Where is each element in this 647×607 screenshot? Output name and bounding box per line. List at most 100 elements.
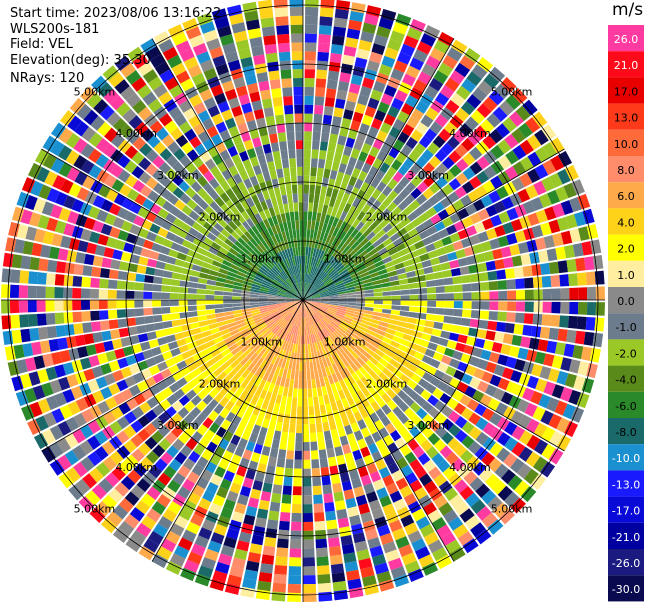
range-gate-cell [276, 547, 289, 558]
range-gate-cell [370, 89, 383, 101]
range-gate-cell [271, 312, 280, 318]
range-ring-label: 1.00km [324, 252, 366, 265]
range-gate-cell [527, 151, 542, 167]
range-gate-cell [351, 523, 364, 535]
range-gate-cell [289, 539, 302, 549]
range-gate-cell [497, 170, 511, 185]
range-gate-cell [287, 277, 294, 286]
range-gate-cell [510, 410, 524, 425]
range-gate-cell [303, 300, 309, 307]
range-gate-cell [227, 462, 239, 474]
range-gate-cell [419, 339, 430, 348]
range-gate-cell [309, 275, 314, 284]
range-gate-cell [225, 199, 236, 210]
range-gate-cell [283, 95, 293, 106]
range-gate-cell [86, 435, 101, 450]
range-gate-cell [489, 291, 499, 300]
range-gate-cell [187, 287, 197, 294]
range-gate-cell [211, 8, 228, 21]
range-gate-cell [322, 204, 329, 215]
range-gate-cell [231, 21, 246, 34]
range-gate-cell [180, 444, 193, 458]
range-gate-cell [304, 149, 311, 159]
range-gate-cell [198, 320, 209, 327]
range-gate-cell [243, 139, 254, 151]
range-gate-cell [27, 300, 37, 313]
range-gate-cell [144, 436, 158, 450]
range-gate-cell [327, 309, 337, 315]
range-gate-cell [188, 210, 200, 221]
range-gate-cell [506, 207, 519, 221]
range-gate-cell [249, 294, 259, 298]
range-gate-cell [329, 270, 338, 278]
range-gate-cell [169, 306, 180, 313]
range-gate-cell [198, 497, 212, 511]
range-gate-cell [114, 239, 126, 251]
range-gate-cell [300, 300, 303, 309]
range-gate-cell [303, 273, 305, 283]
range-gate-cell [325, 280, 334, 287]
range-gate-cell [269, 501, 281, 512]
range-gate-cell [290, 166, 297, 177]
range-gate-cell [325, 510, 337, 521]
range-gate-cell [378, 579, 395, 592]
range-gate-cell [474, 403, 487, 417]
colorbar-segment [608, 496, 644, 523]
range-gate-cell [278, 306, 287, 311]
range-gate-cell [91, 365, 104, 379]
range-gate-cell [211, 331, 222, 340]
range-gate-cell [296, 335, 300, 345]
range-gate-cell [300, 237, 303, 247]
range-gate-cell [105, 350, 117, 362]
range-gate-cell [227, 59, 241, 72]
range-gate-cell [134, 193, 147, 206]
range-gate-cell [329, 169, 338, 180]
range-gate-cell [174, 199, 186, 211]
range-gate-cell [461, 435, 475, 449]
range-gate-cell [433, 271, 444, 280]
range-gate-cell [197, 315, 208, 322]
range-gate-cell [320, 186, 328, 196]
range-gate-cell [321, 123, 331, 134]
range-gate-cell [287, 257, 293, 267]
range-gate-cell [267, 61, 279, 72]
range-gate-cell [27, 285, 37, 299]
range-gate-cell [321, 339, 327, 349]
range-gate-cell [403, 353, 414, 363]
range-gate-cell [481, 489, 497, 505]
range-gate-cell [46, 325, 58, 339]
range-gate-cell [489, 442, 504, 457]
range-gate-cell [18, 300, 28, 313]
range-gate-cell [325, 243, 332, 253]
range-gate-cell [560, 288, 570, 300]
range-gate-cell [257, 463, 267, 474]
range-gate-cell [317, 259, 324, 269]
range-gate-cell [206, 125, 219, 138]
range-gate-cell [205, 294, 215, 300]
range-gate-cell [381, 197, 393, 208]
range-gate-cell [269, 287, 279, 292]
range-gate-cell [323, 327, 331, 336]
range-gate-cell [277, 318, 286, 327]
range-ring-label: 5.00km [491, 85, 533, 98]
range-gate-cell [386, 482, 399, 495]
range-gate-cell [173, 354, 184, 364]
range-gate-cell [349, 362, 359, 372]
range-gate-cell [362, 278, 372, 284]
range-gate-cell [471, 64, 488, 80]
range-gate-cell [338, 324, 348, 332]
range-gate-cell [466, 336, 477, 346]
range-gate-cell [347, 294, 357, 298]
range-gate-cell [184, 174, 197, 187]
range-gate-cell [25, 226, 38, 241]
range-gate-cell [499, 508, 515, 525]
range-gate-cell [386, 227, 397, 238]
range-gate-cell [188, 281, 198, 289]
range-gate-cell [346, 395, 355, 406]
range-gate-cell [252, 343, 262, 353]
range-gate-cell [98, 478, 114, 494]
range-gate-cell [359, 237, 370, 247]
range-gate-cell [315, 281, 323, 289]
range-gate-cell [346, 28, 361, 40]
range-gate-cell [303, 308, 305, 318]
